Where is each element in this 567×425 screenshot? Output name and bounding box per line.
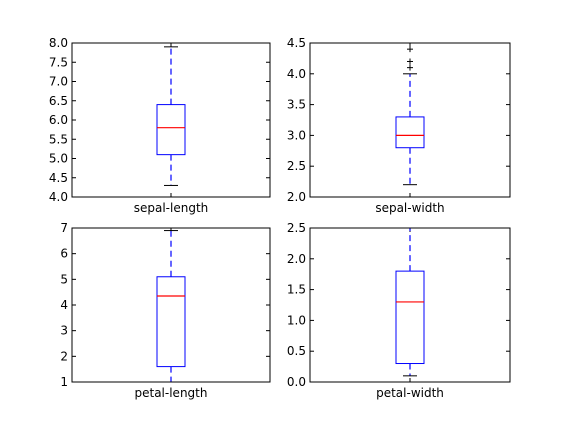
subplot-sepal-width: 2.0 2.5 3.0 3.5 4.0 4.5 sepal-width <box>287 36 511 215</box>
x-axis-label: petal-length <box>135 386 208 400</box>
y-tick-label: 4.5 <box>287 36 306 50</box>
subplot-petal-width: 0.0 0.5 1.0 1.5 2.0 2.5 petal-width <box>287 221 511 400</box>
y-tick-label: 2.5 <box>287 221 306 235</box>
y-tick-label: 5 <box>60 272 68 286</box>
subplot-sepal-length: 4.0 4.5 5.0 5.5 6.0 6.5 7.0 7.5 8.0 sepal-length <box>49 36 271 215</box>
subplot-petal-length: 1 2 3 4 5 6 7 petal-length <box>60 221 271 400</box>
y-tick-label: 6 <box>60 247 68 261</box>
x-axis-label: petal-width <box>376 386 444 400</box>
iqr-box <box>156 276 186 368</box>
iqr-box <box>395 270 425 365</box>
iqr-box <box>156 104 186 156</box>
y-tick-label: 0.5 <box>287 344 306 358</box>
iqr-box <box>395 116 425 149</box>
y-tick-label: 3.0 <box>287 128 306 142</box>
y-tick-label: 1.5 <box>287 283 306 297</box>
y-tick-label: 6.0 <box>49 113 68 127</box>
y-tick-label: 8.0 <box>49 36 68 50</box>
y-tick-label: 3.5 <box>287 98 306 112</box>
y-tick-label: 1 <box>60 375 68 389</box>
y-tick-label: 5.5 <box>49 132 68 146</box>
outlier-marker <box>407 46 413 53</box>
outlier-marker <box>407 58 413 65</box>
y-tick-label: 2.5 <box>287 159 306 173</box>
y-tick-label: 0.0 <box>287 375 306 389</box>
y-tick-label: 3 <box>60 324 68 338</box>
y-tick-label: 4.0 <box>49 190 68 204</box>
outlier-marker <box>407 64 413 71</box>
x-axis-label: sepal-length <box>134 201 209 215</box>
y-tick-label: 4.5 <box>49 171 68 185</box>
y-tick-label: 6.5 <box>49 94 68 108</box>
y-tick-label: 5.0 <box>49 152 68 166</box>
x-axis-label: sepal-width <box>375 201 444 215</box>
y-tick-label: 1.0 <box>287 313 306 327</box>
y-tick-label: 4.0 <box>287 67 306 81</box>
y-tick-label: 2 <box>60 349 68 363</box>
y-tick-label: 2.0 <box>287 190 306 204</box>
y-tick-label: 2.0 <box>287 252 306 266</box>
y-tick-label: 7.0 <box>49 75 68 89</box>
axes-frame <box>71 42 271 198</box>
y-tick-label: 7.5 <box>49 55 68 69</box>
y-tick-label: 7 <box>60 221 68 235</box>
y-tick-label: 4 <box>60 298 68 312</box>
